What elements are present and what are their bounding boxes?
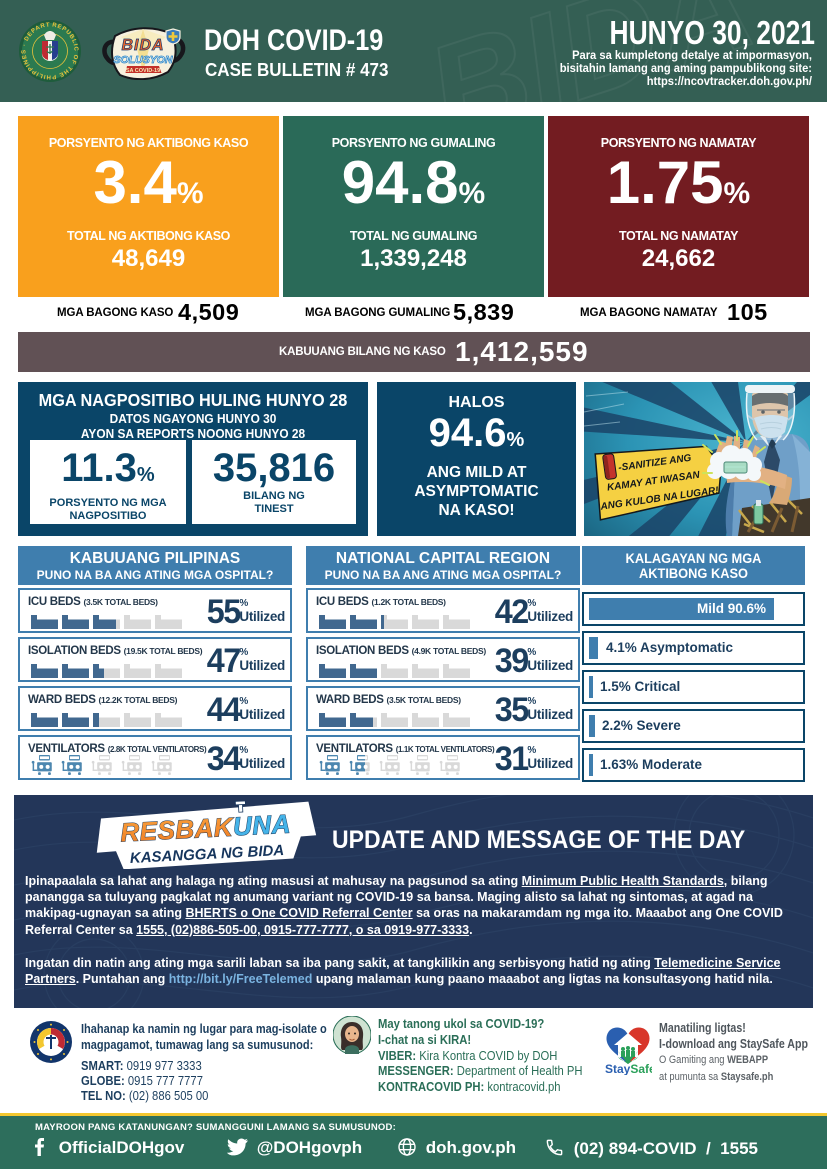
svg-text:SA COVID-19: SA COVID-19 [126, 68, 160, 74]
svg-text:StaySafe.ph: StaySafe.ph [605, 1062, 652, 1075]
svg-text:SOLUSYON: SOLUSYON [114, 54, 173, 66]
svg-text:BIDA: BIDA [121, 37, 164, 54]
